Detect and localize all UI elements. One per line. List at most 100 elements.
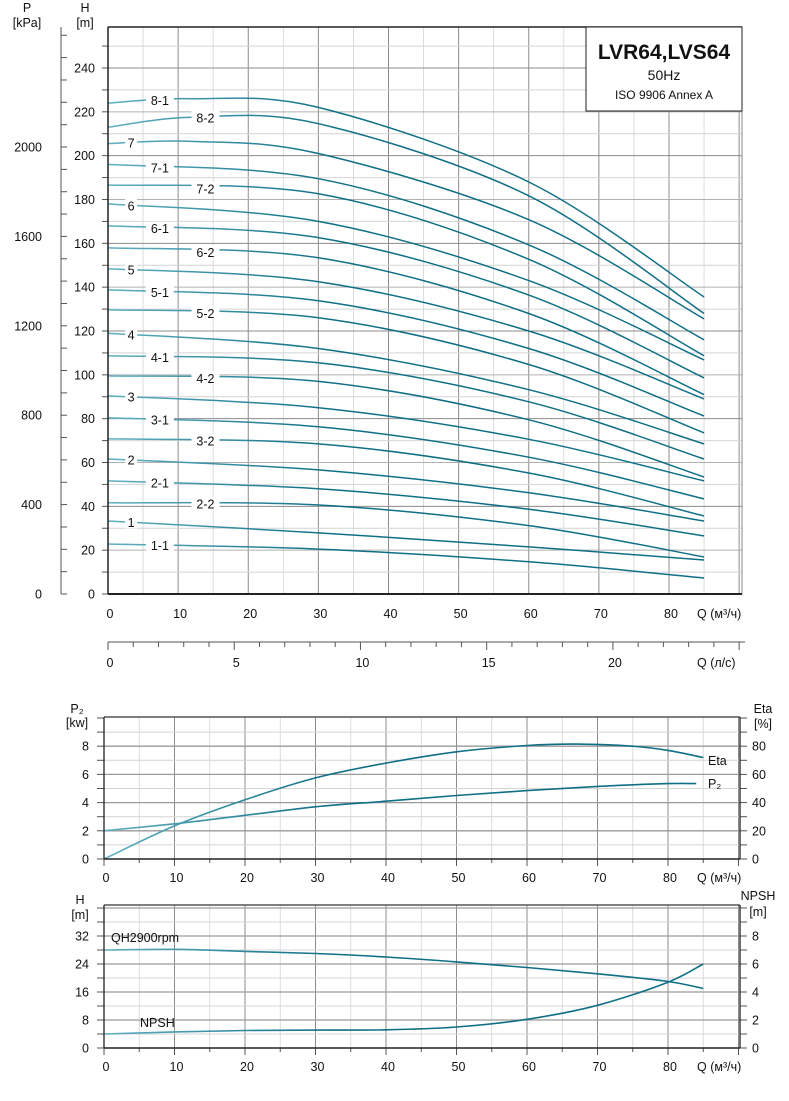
- curve-1: [107, 520, 705, 561]
- x2-tick-label: 0: [107, 656, 114, 670]
- x-tick-label: 10: [173, 607, 187, 621]
- curve-label-bg: [125, 453, 138, 467]
- curve-label-7: 7: [128, 137, 135, 151]
- y2-axis-unit: [kPa]: [13, 16, 42, 30]
- y-tick-label: 0: [88, 588, 95, 602]
- curve-label-bg: [191, 496, 220, 510]
- curve-4-1: [107, 355, 705, 460]
- y2-tick-label: 4: [752, 986, 759, 1000]
- x2-axis-label: Q (л/с): [697, 656, 736, 670]
- y-tick-label: 160: [74, 237, 95, 251]
- y-tick-label: 80: [81, 412, 95, 426]
- curve-label-6-1: 6-1: [151, 222, 169, 236]
- plot-frames: [103, 26, 743, 1049]
- x-tick-label: 20: [243, 607, 257, 621]
- x-tick-label: 50: [452, 1060, 466, 1074]
- x-tick-label: 60: [522, 871, 536, 885]
- curve-label-4-1: 4-1: [151, 351, 169, 365]
- curve-1-1: [107, 543, 705, 579]
- x-axis-label-2: Q (м³/ч): [697, 871, 741, 885]
- curve-4-2: [107, 375, 705, 478]
- x-axis-label: Q (м³/ч): [697, 607, 741, 621]
- curve-label-bg: [145, 350, 174, 364]
- grid-lines: [60, 27, 747, 1055]
- x-tick-label: 0: [103, 1060, 110, 1074]
- curve-label-bg: [191, 182, 220, 196]
- y-tick-label: 6: [82, 768, 89, 782]
- y-tick-label: 120: [74, 324, 95, 338]
- x-tick-label: 20: [240, 871, 254, 885]
- curve-label-2: 2: [128, 454, 135, 468]
- x-axis-label-3: Q (м³/ч): [697, 1060, 741, 1074]
- x-tick-label: 50: [452, 871, 466, 885]
- x-tick-label: 80: [663, 871, 677, 885]
- qh-curve-label: QH2900rpm: [111, 931, 179, 945]
- chart-subtitle: 50Hz: [648, 67, 681, 83]
- y-tick-label: 200: [74, 149, 95, 163]
- curve-5-1: [107, 289, 705, 417]
- curve-2-1: [107, 480, 705, 537]
- y-axis-name: H: [80, 1, 89, 15]
- y-tick-label: 60: [81, 456, 95, 470]
- npsh-axis-unit: [m]: [749, 905, 766, 919]
- x-tick-label: 30: [311, 871, 325, 885]
- p2-curve-label: P₂: [708, 777, 721, 791]
- curve-label-3-2: 3-2: [196, 435, 214, 449]
- y-tick-label: 4: [82, 796, 89, 810]
- x-tick-label: 60: [524, 607, 538, 621]
- curve-label-5-2: 5-2: [196, 307, 214, 321]
- x-tick-label: 0: [107, 607, 114, 621]
- x-tick-label: 10: [170, 1060, 184, 1074]
- curve-label-3: 3: [128, 391, 135, 405]
- curve-label-bg: [125, 198, 138, 212]
- x-tick-label: 10: [170, 871, 184, 885]
- curve-3-1: [107, 417, 705, 500]
- x-tick-label: 30: [311, 1060, 325, 1074]
- y-tick-label: 240: [74, 61, 95, 75]
- eta-axis-unit: [%]: [754, 717, 772, 731]
- x-tick-label: 70: [594, 607, 608, 621]
- curve-eta: [103, 743, 704, 860]
- x-tick-label: 20: [240, 1060, 254, 1074]
- curve-4: [107, 332, 705, 445]
- curve-label-bg: [191, 245, 220, 259]
- y-tick-label: 40: [81, 500, 95, 514]
- eta-axis-name: Eta: [754, 702, 773, 716]
- curve-label-5-1: 5-1: [151, 286, 169, 300]
- chart-title: LVR64,LVS64: [598, 41, 731, 64]
- y2-axis-name: P: [23, 1, 31, 15]
- tick-labels: 0204060801001201401601802002202400400800…: [14, 61, 766, 1074]
- y2-tick-label: 2: [752, 1014, 759, 1028]
- y2-tick-label: 80: [752, 740, 766, 754]
- eta-curve-label: Eta: [708, 754, 727, 768]
- x-tick-label: 30: [313, 607, 327, 621]
- curve-label-7-1: 7-1: [151, 161, 169, 175]
- y2-tick-label: 1200: [14, 319, 42, 333]
- curve-label-3-1: 3-1: [151, 414, 169, 428]
- curve-6-1: [107, 225, 705, 379]
- y-tick-label: 8: [82, 1014, 89, 1028]
- curve-label-bg: [145, 221, 174, 235]
- y-tick-label: 16: [75, 986, 89, 1000]
- curve-7-2: [107, 184, 705, 357]
- curve-label-2-2: 2-2: [196, 497, 214, 511]
- x-tick-label: 40: [381, 871, 395, 885]
- curve-label-bg: [125, 515, 138, 529]
- x-tick-label: 40: [381, 1060, 395, 1074]
- y-tick-label: 8: [82, 740, 89, 754]
- curve-label-1: 1: [128, 516, 135, 530]
- curve-7-1: [107, 163, 705, 341]
- x2-tick-label: 15: [482, 656, 496, 670]
- curve-label-bg: [191, 110, 220, 124]
- p2-axis-name: P₂: [70, 702, 83, 716]
- curve-label-bg: [191, 434, 220, 448]
- curve-label-4-2: 4-2: [196, 372, 214, 386]
- curves: 8-1 8-2 7 7-1 7-2 6 6-1 6-2 5 5-1 5-2 4 4-1 4-2 3 3-1 3-…: [103, 93, 705, 1035]
- curve-qh2900rpm: [103, 948, 704, 990]
- y2-tick-label: 60: [752, 768, 766, 782]
- x-tick-label: 50: [454, 607, 468, 621]
- y2-tick-label: 0: [752, 853, 759, 867]
- curve-8-1: [107, 97, 705, 298]
- curve-label-1-1: 1-1: [151, 539, 169, 553]
- y-tick-label: 140: [74, 281, 95, 295]
